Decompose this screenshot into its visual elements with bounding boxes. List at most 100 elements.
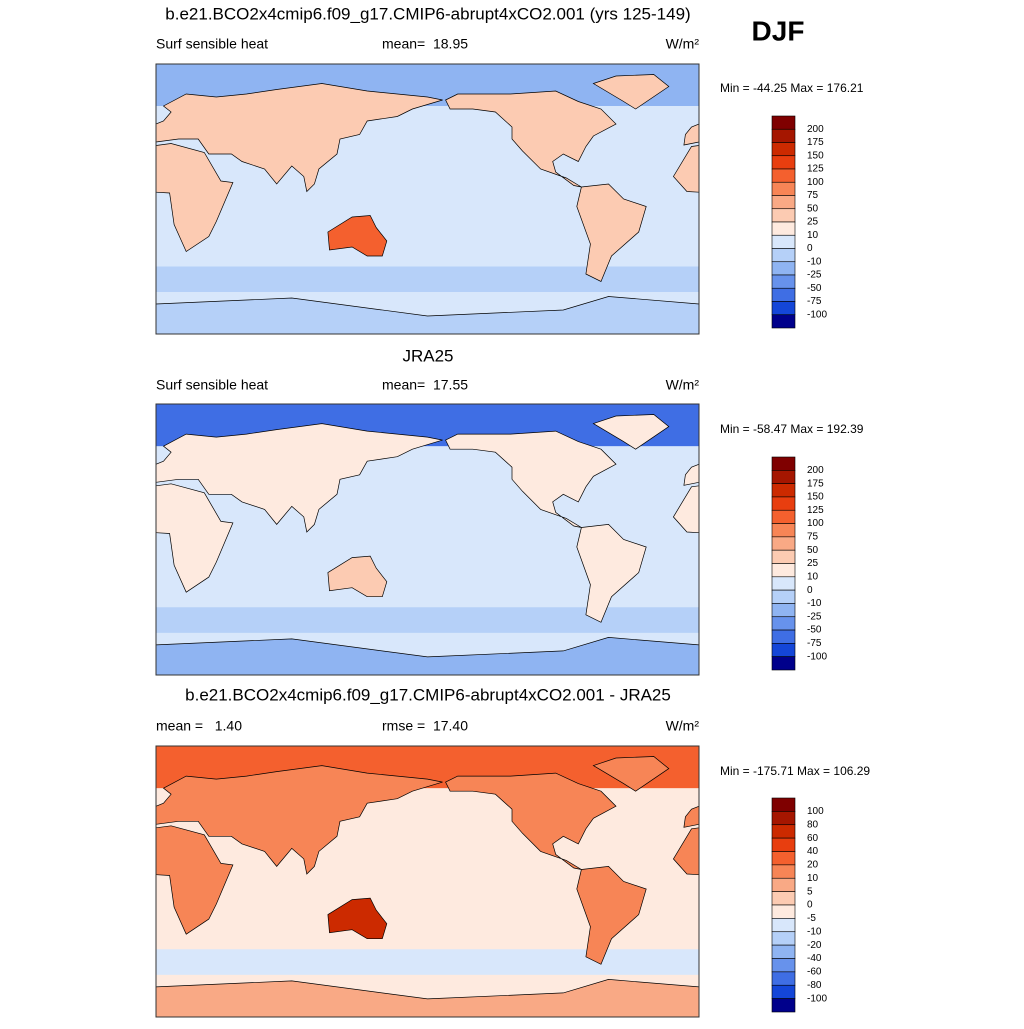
colorbar-box — [771, 208, 796, 223]
colorbar-box — [771, 563, 796, 578]
colorbar-label: 0 — [807, 900, 813, 911]
continent — [592, 756, 670, 792]
colorbar-box — [771, 470, 796, 484]
colorbar-box — [771, 523, 796, 538]
continent — [50, 75, 125, 110]
continent — [156, 83, 443, 193]
map — [0, 746, 930, 1017]
colorbar-box — [771, 274, 796, 289]
colorbar-box — [771, 549, 796, 564]
panel-unit: W/m² — [666, 718, 700, 734]
colorbar-label: -100 — [807, 651, 827, 662]
colorbar-label: -80 — [807, 980, 822, 991]
continent — [34, 866, 103, 964]
map-frame — [155, 63, 700, 335]
panel-left-label: Surf sensible heat — [156, 36, 268, 52]
continent — [0, 91, 73, 187]
colorbar-label: 40 — [807, 846, 819, 857]
colorbar-label: 80 — [807, 819, 819, 830]
continent — [0, 431, 73, 527]
continent — [592, 74, 670, 110]
continent — [156, 825, 234, 935]
colorbar-box — [771, 142, 796, 157]
colorbar-box — [771, 496, 796, 511]
min-max-label: Min = -175.71 Max = 106.29 — [720, 764, 870, 778]
colorbar-box — [771, 904, 796, 919]
continent — [871, 898, 930, 939]
continent — [34, 184, 103, 282]
continent — [445, 430, 617, 528]
continent — [0, 773, 73, 869]
colorbar-label: 150 — [807, 150, 824, 161]
colorbar-box — [771, 616, 796, 631]
colorbar-label: 5 — [807, 886, 813, 897]
colorbar-label: -75 — [807, 296, 822, 307]
continent — [576, 183, 647, 282]
colorbar-label: 25 — [807, 217, 819, 228]
continent — [672, 485, 699, 534]
colorbar-label: 175 — [807, 137, 824, 148]
colorbar-box — [771, 918, 796, 933]
continent — [576, 866, 647, 965]
colorbar-label: -10 — [807, 598, 822, 609]
colorbar-label: 175 — [807, 478, 824, 489]
southern-band — [156, 607, 699, 633]
colorbar-box — [771, 509, 796, 524]
continent — [683, 805, 699, 828]
colorbar-label: 0 — [807, 585, 813, 596]
continent — [672, 145, 699, 193]
continent — [698, 644, 699, 675]
continent — [698, 303, 699, 334]
colorbar-label: 150 — [807, 492, 824, 503]
colorbar-label: -75 — [807, 638, 822, 649]
panel: JRA25 Surf sensible heat mean= 17.55 W/m² Mi… — [0, 346, 864, 676]
continent — [156, 143, 234, 253]
panel-title: b.e21.BCO2x4cmip6.f09_g17.CMIP6-abrupt4x… — [165, 4, 690, 23]
colorbar-box — [771, 931, 796, 946]
colorbar-label: 0 — [807, 243, 813, 254]
continent — [576, 524, 647, 623]
colorbar-box — [771, 837, 796, 852]
colorbar-box — [771, 811, 796, 826]
southern-band — [156, 949, 699, 975]
colorbar-label: 60 — [807, 833, 819, 844]
continent — [445, 772, 617, 870]
colorbar-label: -60 — [807, 967, 822, 978]
colorbar-label: 75 — [807, 190, 819, 201]
colorbar-label: 125 — [807, 164, 824, 175]
colorbar-box — [771, 248, 796, 263]
colorbar-label: 125 — [807, 505, 824, 516]
continent — [156, 423, 443, 533]
colorbar-label: 25 — [807, 558, 819, 569]
continent — [34, 524, 103, 622]
panel-center-label: mean= 17.55 — [382, 377, 468, 393]
colorbar-box — [771, 195, 796, 210]
panel-unit: W/m² — [666, 36, 700, 52]
panel-title: b.e21.BCO2x4cmip6.f09_g17.CMIP6-abrupt4x… — [185, 685, 671, 704]
colorbar-box — [771, 261, 796, 276]
colorbar-label: 100 — [807, 806, 824, 817]
colorbar-box — [771, 984, 796, 999]
panel-center-label: rmse = 17.40 — [382, 718, 468, 734]
continent — [156, 979, 699, 1017]
colorbar-label: -20 — [807, 940, 822, 951]
colorbar-label: -25 — [807, 270, 822, 281]
colorbar-label: -25 — [807, 611, 822, 622]
colorbar-box — [771, 456, 796, 471]
colorbar-box — [771, 797, 796, 812]
colorbar-box — [771, 824, 796, 839]
colorbar-box — [771, 314, 796, 329]
continent — [592, 414, 670, 450]
continent — [50, 415, 125, 450]
panel: b.e21.BCO2x4cmip6.f09_g17.CMIP6-abrupt4x… — [0, 4, 864, 335]
colorbar-box — [771, 944, 796, 959]
colorbar-box — [771, 483, 796, 498]
colorbar-box — [771, 589, 796, 604]
map — [0, 64, 699, 334]
colorbar-box — [771, 643, 796, 657]
continent — [445, 90, 617, 188]
panel: b.e21.BCO2x4cmip6.f09_g17.CMIP6-abrupt4x… — [0, 685, 930, 1018]
colorbar-box — [771, 181, 796, 196]
continent — [50, 757, 125, 792]
